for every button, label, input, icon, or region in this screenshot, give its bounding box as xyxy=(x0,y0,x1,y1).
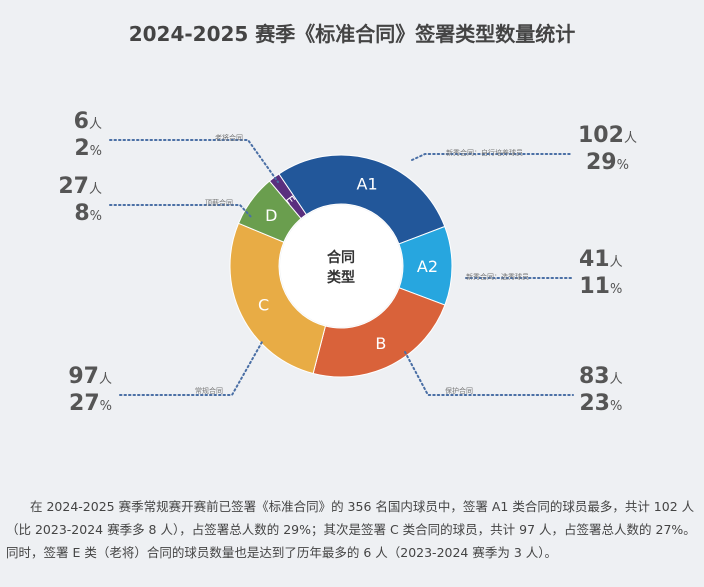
category-label-A1: 新秀合同：自行培养球员 xyxy=(446,149,523,157)
value-label-D: 27人 8% xyxy=(58,174,102,226)
slice-B xyxy=(312,287,446,378)
donut-center xyxy=(280,205,402,327)
chart-title: 2024-2025 赛季《标准合同》签署类型数量统计 xyxy=(128,22,576,46)
slice-E xyxy=(268,173,308,220)
slice-C xyxy=(229,222,327,375)
slice-label-D: D xyxy=(265,206,277,225)
description-paragraph: 在 2024-2025 赛季常规赛开赛前已签署《标准合同》的 356 名国内球员… xyxy=(6,499,696,560)
value-label-B: 83人 23% xyxy=(579,364,623,416)
slice-label-A1: A1 xyxy=(357,175,378,194)
slice-label-C: C xyxy=(258,295,269,314)
category-label-B: 保护合同 xyxy=(445,387,473,395)
category-label-E: 老将合同 xyxy=(215,134,243,142)
leader-line-D xyxy=(109,204,253,219)
slice-label-B: B xyxy=(375,334,386,353)
leader-line-B xyxy=(404,351,574,396)
category-label-A2: 新秀合同：选秀球员 xyxy=(466,273,529,281)
slice-label-A2: A2 xyxy=(417,257,438,276)
leader-line-E xyxy=(109,139,279,183)
value-label-A1: 102人 29% xyxy=(578,123,637,175)
leader-line-A1 xyxy=(411,153,573,161)
leader-line-C xyxy=(119,341,263,396)
value-label-C: 97人 27% xyxy=(68,364,112,416)
center-label: 合同 xyxy=(327,249,355,266)
value-label-A2: 41人 11% xyxy=(579,247,623,299)
center-label: 类型 xyxy=(327,269,355,286)
value-label-E: 6人 2% xyxy=(73,109,102,161)
slice-A1 xyxy=(278,154,446,245)
category-label-D: 顶薪合同 xyxy=(205,199,233,207)
category-label-C: 常规合同 xyxy=(195,387,223,395)
